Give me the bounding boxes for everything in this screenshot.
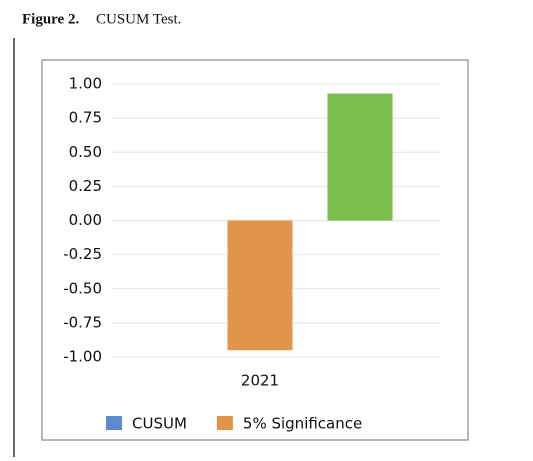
y-tick-label: -0.25 bbox=[63, 245, 102, 263]
y-tick-label: -1.00 bbox=[63, 348, 102, 366]
y-tick-label: 0.00 bbox=[69, 211, 102, 229]
legend-label: CUSUM bbox=[132, 415, 187, 433]
legend-swatch bbox=[216, 416, 233, 430]
y-tick-label: -0.50 bbox=[63, 279, 102, 297]
legend-label: 5% Significance bbox=[243, 415, 362, 433]
bar bbox=[327, 93, 393, 221]
bar bbox=[227, 220, 293, 351]
y-tick-label: 0.50 bbox=[69, 143, 102, 161]
y-tick-label: -0.75 bbox=[63, 313, 102, 331]
caption-title: CUSUM Test. bbox=[96, 11, 181, 27]
caption-label: Figure 2. bbox=[22, 11, 79, 27]
legend-swatch bbox=[106, 416, 122, 430]
x-tick-label: 2021 bbox=[241, 372, 279, 390]
chart-frame bbox=[41, 59, 469, 441]
y-tick-label: 1.00 bbox=[69, 75, 102, 93]
y-tick-label: 0.25 bbox=[69, 177, 102, 195]
y-tick-label: 0.75 bbox=[69, 109, 102, 127]
